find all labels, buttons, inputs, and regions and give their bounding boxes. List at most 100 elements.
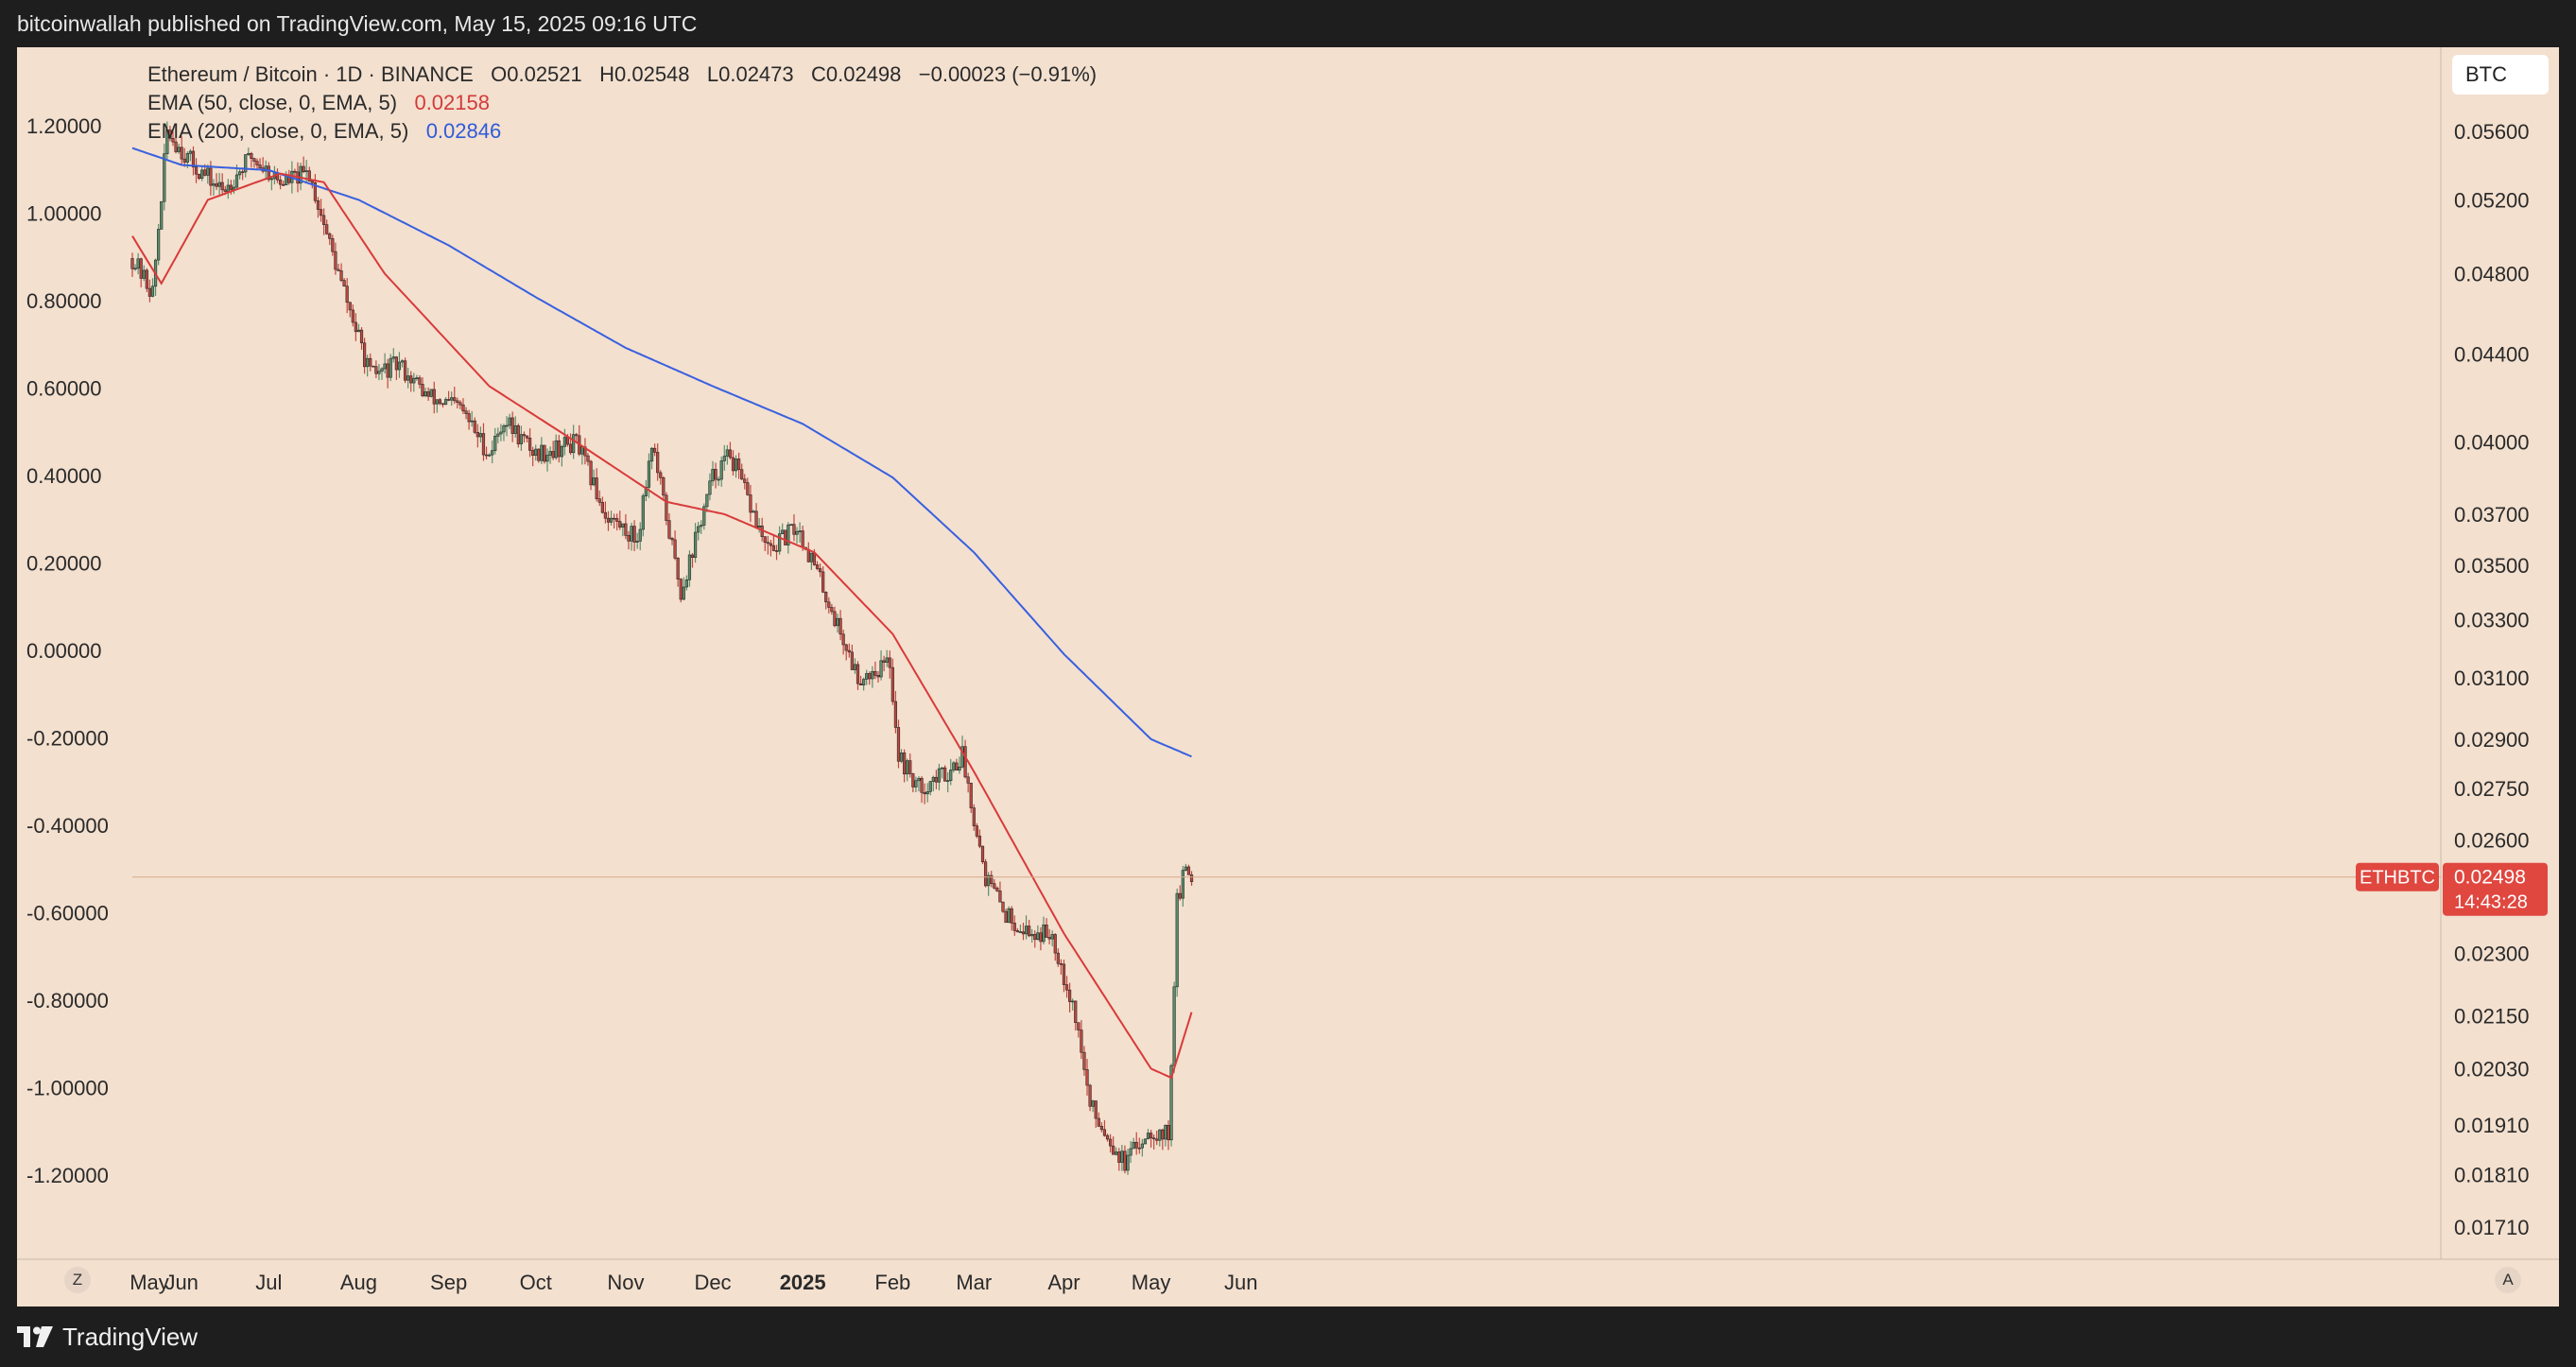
candle <box>1010 906 1013 931</box>
candle <box>652 443 657 457</box>
chart-frame[interactable]: 1.20000 1.00000 0.80000 0.60000 0.40000 0.200… <box>17 47 2559 1306</box>
candle <box>412 372 416 392</box>
candle <box>150 278 155 298</box>
candle <box>795 527 799 544</box>
price-chart[interactable]: 1.20000 1.00000 0.80000 0.60000 0.40000 0.200… <box>17 47 2559 1306</box>
candle <box>998 881 1002 903</box>
candle <box>1126 1149 1130 1175</box>
candle <box>1080 1020 1083 1060</box>
candle <box>157 223 161 266</box>
candle <box>888 650 891 679</box>
legend-ema200-value: 0.02846 <box>425 119 502 143</box>
right-axis-tick: 0.02300 <box>2454 942 2530 965</box>
candle <box>467 409 471 430</box>
candle <box>403 357 407 384</box>
candle <box>603 501 608 524</box>
left-axis-tick: -0.80000 <box>26 989 109 1012</box>
candle <box>1102 1119 1107 1137</box>
candle <box>580 445 584 465</box>
candle <box>749 484 752 523</box>
candle <box>630 522 633 551</box>
x-axis-tick: Jul <box>255 1271 282 1294</box>
candle <box>406 368 410 389</box>
candle <box>969 783 973 813</box>
candle <box>942 765 947 782</box>
candle <box>873 661 877 680</box>
candle <box>206 164 210 184</box>
candle <box>1152 1133 1156 1150</box>
tradingview-logo[interactable]: TradingView <box>17 1323 198 1352</box>
candle <box>372 365 375 368</box>
candle <box>827 597 831 614</box>
candle <box>337 264 340 272</box>
candle <box>1189 871 1194 886</box>
candle <box>937 764 942 791</box>
candle <box>198 173 201 181</box>
legend-ema200-label: EMA (200, close, 0, EMA, 5) <box>147 119 409 143</box>
right-axis-tick: 0.03500 <box>2454 554 2530 578</box>
candle <box>1105 1133 1110 1142</box>
candle <box>475 424 479 448</box>
legend-ohlc-row: Ethereum / Bitcoin · 1D · BINANCE O0.025… <box>147 61 1097 89</box>
candle <box>534 444 538 461</box>
candle <box>174 135 178 154</box>
candle <box>752 510 755 513</box>
zoom-label: Z <box>72 1271 83 1289</box>
candle <box>258 158 262 171</box>
currency-badge[interactable]: BTC <box>2452 55 2549 95</box>
candle <box>491 440 494 464</box>
candle <box>667 512 671 540</box>
candle <box>316 197 320 218</box>
currency-label: BTC <box>2465 62 2507 86</box>
candle <box>850 644 854 670</box>
zoom-button[interactable]: Z <box>64 1267 91 1293</box>
candle <box>386 358 389 389</box>
right-axis-tick: 0.03300 <box>2454 609 2530 632</box>
candle <box>322 208 326 235</box>
candle <box>548 446 552 464</box>
candle <box>562 428 567 456</box>
candle <box>299 162 303 191</box>
right-axis-tick: 0.01810 <box>2454 1163 2530 1186</box>
candle <box>906 758 909 782</box>
candle <box>737 452 741 479</box>
candle <box>923 783 926 805</box>
candle <box>1085 1059 1089 1096</box>
candle <box>513 416 517 438</box>
candle <box>592 469 596 487</box>
candle <box>409 371 413 392</box>
candle <box>1184 863 1188 872</box>
candle <box>168 126 172 142</box>
candle <box>543 444 546 464</box>
candle <box>1161 1128 1165 1151</box>
candle <box>374 360 378 378</box>
candle <box>215 173 218 191</box>
candle <box>522 431 527 443</box>
footer-bar: TradingView <box>0 1306 2576 1367</box>
candle <box>328 232 332 246</box>
candle <box>1024 915 1029 940</box>
candle <box>545 448 549 472</box>
price-tag <box>2443 862 2548 916</box>
candle <box>145 268 148 292</box>
x-axis-tick: Nov <box>607 1271 644 1294</box>
candle <box>1074 1000 1078 1031</box>
auto-scale-button[interactable]: A <box>2495 1267 2521 1293</box>
candle <box>1039 926 1043 951</box>
candle <box>481 423 486 461</box>
candle <box>1045 918 1048 938</box>
candle <box>516 423 520 448</box>
candle <box>618 510 622 530</box>
legend-close: C0.02498 <box>810 62 902 86</box>
candle <box>342 278 346 287</box>
candle <box>649 446 654 470</box>
candle <box>841 630 845 655</box>
candle <box>447 390 451 402</box>
right-axis-tick: 0.01910 <box>2454 1114 2530 1137</box>
candle <box>876 670 880 683</box>
candle <box>464 407 468 420</box>
x-axis-tick: May <box>130 1271 169 1294</box>
candle <box>963 739 967 779</box>
candle <box>153 258 158 296</box>
candle <box>194 158 199 183</box>
